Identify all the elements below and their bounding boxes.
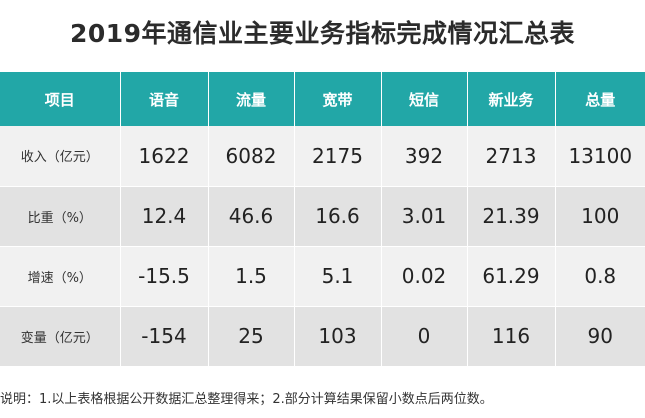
table-row-revenue: 收入（亿元） 1622 6082 2175 392 2713 13100 (0, 126, 645, 187)
column-header-broadband: 宽带 (294, 72, 382, 126)
table-cell: 0 (381, 306, 468, 367)
table-cell: 3.01 (381, 186, 468, 247)
row-label: 增速（%） (0, 246, 121, 307)
table-cell: 5.1 (294, 246, 382, 307)
table-cell: 2175 (294, 126, 382, 187)
table-cell: 0.8 (555, 246, 645, 307)
table-cell: 90 (555, 306, 645, 367)
column-header-sms: 短信 (381, 72, 468, 126)
table-row-growth: 增速（%） -15.5 1.5 5.1 0.02 61.29 0.8 (0, 246, 645, 307)
row-label: 变量（亿元） (0, 306, 121, 367)
table-cell: 21.39 (467, 186, 556, 247)
table-cell: 100 (555, 186, 645, 247)
page-title: 2019年通信业主要业务指标完成情况汇总表 (69, 19, 576, 48)
table-cell: 12.4 (120, 186, 209, 247)
table-cell: 46.6 (208, 186, 295, 247)
table-cell: 2713 (467, 126, 556, 187)
summary-table: 项目 语音 流量 宽带 短信 新业务 总量 收入（亿元） 1622 6082 2… (0, 72, 645, 367)
table-cell: 25 (208, 306, 295, 367)
footnote: 说明：1.以上表格根据公开数据汇总整理得来；2.部分计算结果保留小数点后两位数。 (0, 392, 493, 407)
table-row-share: 比重（%） 12.4 46.6 16.6 3.01 21.39 100 (0, 186, 645, 247)
column-header-traffic: 流量 (208, 72, 295, 126)
column-header-total: 总量 (555, 72, 645, 126)
table-cell: -154 (120, 306, 209, 367)
table-cell: 61.29 (467, 246, 556, 307)
table-cell: 13100 (555, 126, 645, 187)
column-header-new-business: 新业务 (467, 72, 556, 126)
table-cell: 6082 (208, 126, 295, 187)
table-cell: 116 (467, 306, 556, 367)
column-header-item: 项目 (0, 72, 121, 126)
table-header-row: 项目 语音 流量 宽带 短信 新业务 总量 (0, 72, 645, 126)
table-cell: 16.6 (294, 186, 382, 247)
table-cell: 392 (381, 126, 468, 187)
table-cell: 0.02 (381, 246, 468, 307)
table-cell: 1.5 (208, 246, 295, 307)
column-header-voice: 语音 (120, 72, 209, 126)
row-label: 收入（亿元） (0, 126, 121, 187)
table-cell: -15.5 (120, 246, 209, 307)
table-cell: 1622 (120, 126, 209, 187)
table-cell: 103 (294, 306, 382, 367)
table-row-change: 变量（亿元） -154 25 103 0 116 90 (0, 306, 645, 367)
row-label: 比重（%） (0, 186, 121, 247)
